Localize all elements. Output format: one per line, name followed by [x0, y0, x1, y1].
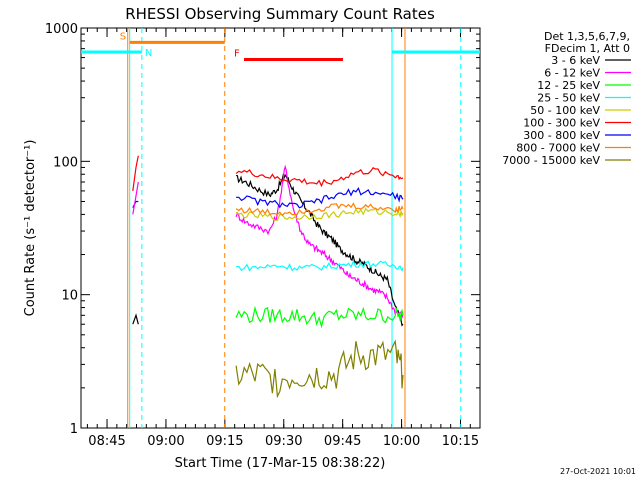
- flag-label-s: S: [120, 31, 126, 42]
- legend-entry: 300 - 800 keV: [523, 129, 631, 142]
- series-line-7: [235, 202, 404, 217]
- pre-saa-blip-0: [132, 155, 139, 191]
- y-tick-label: 1: [70, 422, 78, 437]
- legend-entry: 7000 - 15000 keV: [502, 154, 631, 167]
- x-tick-label: 09:45: [324, 434, 361, 449]
- series-line-3: [236, 259, 404, 272]
- legend-entry: 100 - 300 keV: [523, 117, 631, 130]
- flag-label-f: F: [234, 49, 240, 60]
- legend-label: 800 - 7000 keV: [516, 142, 600, 155]
- x-tick-label: 09:15: [206, 434, 243, 449]
- legend-label: 6 - 12 keV: [544, 67, 600, 80]
- legend-label: 50 - 100 keV: [530, 104, 600, 117]
- x-axis-label: Start Time (17-Mar-15 08:38:22): [175, 456, 386, 471]
- series-line-6: [236, 187, 404, 209]
- x-tick-label: 10:15: [442, 434, 479, 449]
- y-tick-label: 100: [53, 155, 78, 170]
- timestamp: 27-Oct-2021 10:01: [560, 467, 636, 476]
- x-tick-label: 08:45: [88, 434, 125, 449]
- flag-label-n: N: [145, 48, 152, 59]
- pre-saa-blip-2: [132, 181, 139, 215]
- legend-label: 300 - 800 keV: [523, 129, 600, 142]
- legend-entry: 3 - 6 keV: [551, 54, 631, 67]
- legend-label: 3 - 6 keV: [551, 54, 600, 67]
- pre-saa-blip-3: [132, 313, 139, 325]
- x-tick-label: 09:30: [265, 434, 302, 449]
- legend-entry: 50 - 100 keV: [530, 104, 631, 117]
- legend-entry: 12 - 25 keV: [537, 79, 631, 92]
- legend-label: 7000 - 15000 keV: [502, 154, 600, 167]
- y-tick-label: 1000: [45, 22, 78, 37]
- series-line-0: [235, 173, 404, 327]
- x-tick-label: 10:00: [383, 434, 420, 449]
- series-line-5: [235, 167, 404, 188]
- series-line-1: [235, 164, 404, 320]
- legend-header-line2: FDecim 1, Att 0: [545, 42, 630, 55]
- legend-label: 100 - 300 keV: [523, 117, 600, 130]
- legend-header-line1: Det 1,3,5,6,7,9,: [544, 30, 630, 43]
- series-line-2: [235, 305, 404, 329]
- y-axis-label: Count Rate (s⁻¹ detector⁻¹): [23, 140, 38, 317]
- legend-label: 12 - 25 keV: [537, 79, 600, 92]
- axes-frame: [80, 27, 481, 429]
- legend-label: 25 - 50 keV: [537, 92, 600, 105]
- legend-entry: 6 - 12 keV: [544, 67, 631, 80]
- series-line-4: [235, 207, 404, 221]
- chart-title: RHESSI Observing Summary Count Rates: [125, 5, 435, 23]
- plot-area: 1 10 100 1000 08:45 09:00 09:15 09:30 09:45 10:00…: [45, 22, 481, 449]
- y-tick-label: 10: [61, 289, 78, 304]
- legend-entry: 800 - 7000 keV: [516, 142, 631, 155]
- legend-entry: 25 - 50 keV: [537, 92, 631, 105]
- series-line-8: [235, 339, 404, 399]
- x-tick-label: 09:00: [147, 434, 184, 449]
